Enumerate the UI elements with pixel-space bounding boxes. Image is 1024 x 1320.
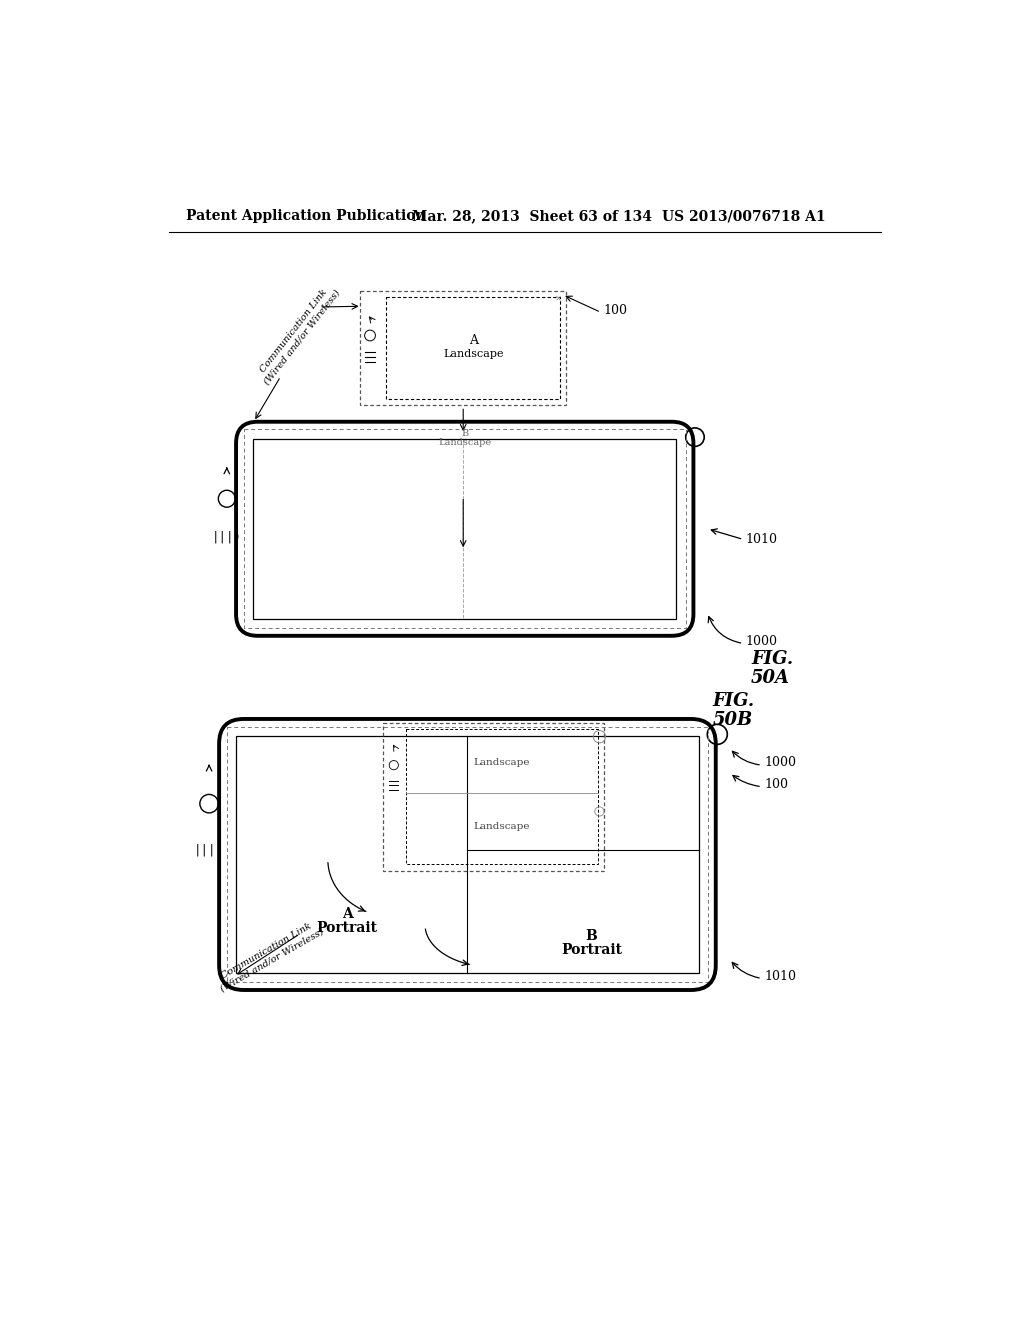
Text: 50B: 50B	[713, 710, 753, 729]
Text: Landscape: Landscape	[474, 758, 530, 767]
Text: US 2013/0076718 A1: US 2013/0076718 A1	[662, 209, 825, 223]
Text: A: A	[342, 907, 352, 921]
Text: 1000: 1000	[745, 635, 778, 648]
Text: B: B	[461, 429, 468, 438]
Text: |||): |||)	[195, 843, 224, 857]
Text: 1010: 1010	[745, 533, 778, 546]
Text: 100: 100	[603, 304, 628, 317]
Text: 100: 100	[764, 777, 788, 791]
Text: ×: ×	[555, 294, 562, 304]
Text: Communication Link
(Wired and/or Wireless): Communication Link (Wired and/or Wireles…	[254, 281, 342, 387]
Text: B: B	[586, 929, 597, 942]
Text: 1000: 1000	[764, 756, 797, 770]
Text: A: A	[469, 334, 478, 347]
Text: Landscape: Landscape	[438, 438, 492, 447]
Text: Patent Application Publication: Patent Application Publication	[186, 209, 426, 223]
Text: 1010: 1010	[764, 970, 797, 982]
Text: FIG.: FIG.	[752, 649, 794, 668]
Text: Portrait: Portrait	[561, 942, 623, 957]
Text: Communication Link
(Wired and/or Wireless): Communication Link (Wired and/or Wireles…	[213, 917, 325, 993]
Text: 50A: 50A	[752, 669, 791, 688]
Text: Landscape: Landscape	[474, 822, 530, 832]
Text: Mar. 28, 2013  Sheet 63 of 134: Mar. 28, 2013 Sheet 63 of 134	[412, 209, 651, 223]
Text: Portrait: Portrait	[316, 921, 378, 935]
Text: Landscape: Landscape	[443, 348, 504, 359]
Text: |||): |||)	[212, 531, 242, 544]
Text: FIG.: FIG.	[713, 692, 755, 710]
